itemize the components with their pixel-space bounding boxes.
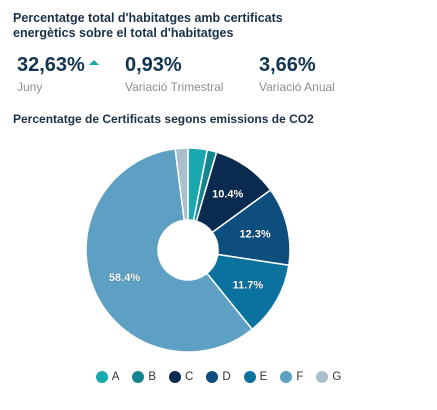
chart-title: Percentatge de Certificats segons emissi… — [13, 112, 314, 126]
kpi-annual-label: Variació Anual — [259, 80, 335, 94]
kpi-annual-value: 3,66% — [259, 54, 316, 76]
legend-label: G — [332, 371, 342, 383]
legend-item-d[interactable]: D — [206, 371, 231, 383]
slice-label-c: 10.4% — [212, 189, 243, 201]
legend-swatch — [280, 371, 293, 383]
slice-label-d: 12.3% — [239, 229, 270, 241]
kpi-current: 32,63% Juny — [17, 54, 99, 94]
legend-swatch — [169, 371, 182, 383]
chart-legend: A B C D E F G — [0, 371, 437, 383]
kpi-current-value: 32,63% — [17, 54, 85, 76]
trend-up-icon — [88, 60, 99, 65]
legend-item-f[interactable]: F — [280, 371, 303, 383]
legend-item-a[interactable]: A — [95, 371, 120, 383]
slice-g[interactable] — [174, 147, 189, 222]
kpi-quarterly-label: Variació Trimestral — [125, 80, 224, 94]
page-title: Percentatge total d'habitatges amb certi… — [13, 11, 283, 40]
legend-item-c[interactable]: C — [169, 371, 193, 383]
kpi-quarterly-value: 0,93% — [125, 54, 182, 76]
slice-label-e: 11.7% — [233, 279, 264, 291]
legend-label: E — [259, 371, 268, 383]
legend-label: F — [296, 371, 304, 383]
kpi-quarterly: 0,93% Variació Trimestral — [125, 54, 223, 94]
legend-label: D — [222, 371, 231, 383]
legend-label: B — [148, 371, 157, 383]
slice-f[interactable] — [85, 147, 254, 353]
legend-swatch — [316, 371, 329, 383]
legend-item-b[interactable]: B — [132, 371, 156, 383]
legend-item-e[interactable]: E — [243, 371, 268, 383]
slice-label-f: 58.4% — [109, 272, 140, 284]
legend-label: A — [111, 371, 120, 383]
legend-label: C — [185, 371, 194, 383]
legend-swatch — [132, 371, 145, 383]
kpi-annual: 3,66% Variació Anual — [259, 54, 335, 94]
legend-swatch — [206, 371, 219, 383]
legend-swatch — [243, 371, 256, 383]
legend-item-g[interactable]: G — [316, 371, 341, 383]
kpi-current-label: Juny — [17, 80, 43, 94]
legend-swatch — [95, 371, 108, 383]
